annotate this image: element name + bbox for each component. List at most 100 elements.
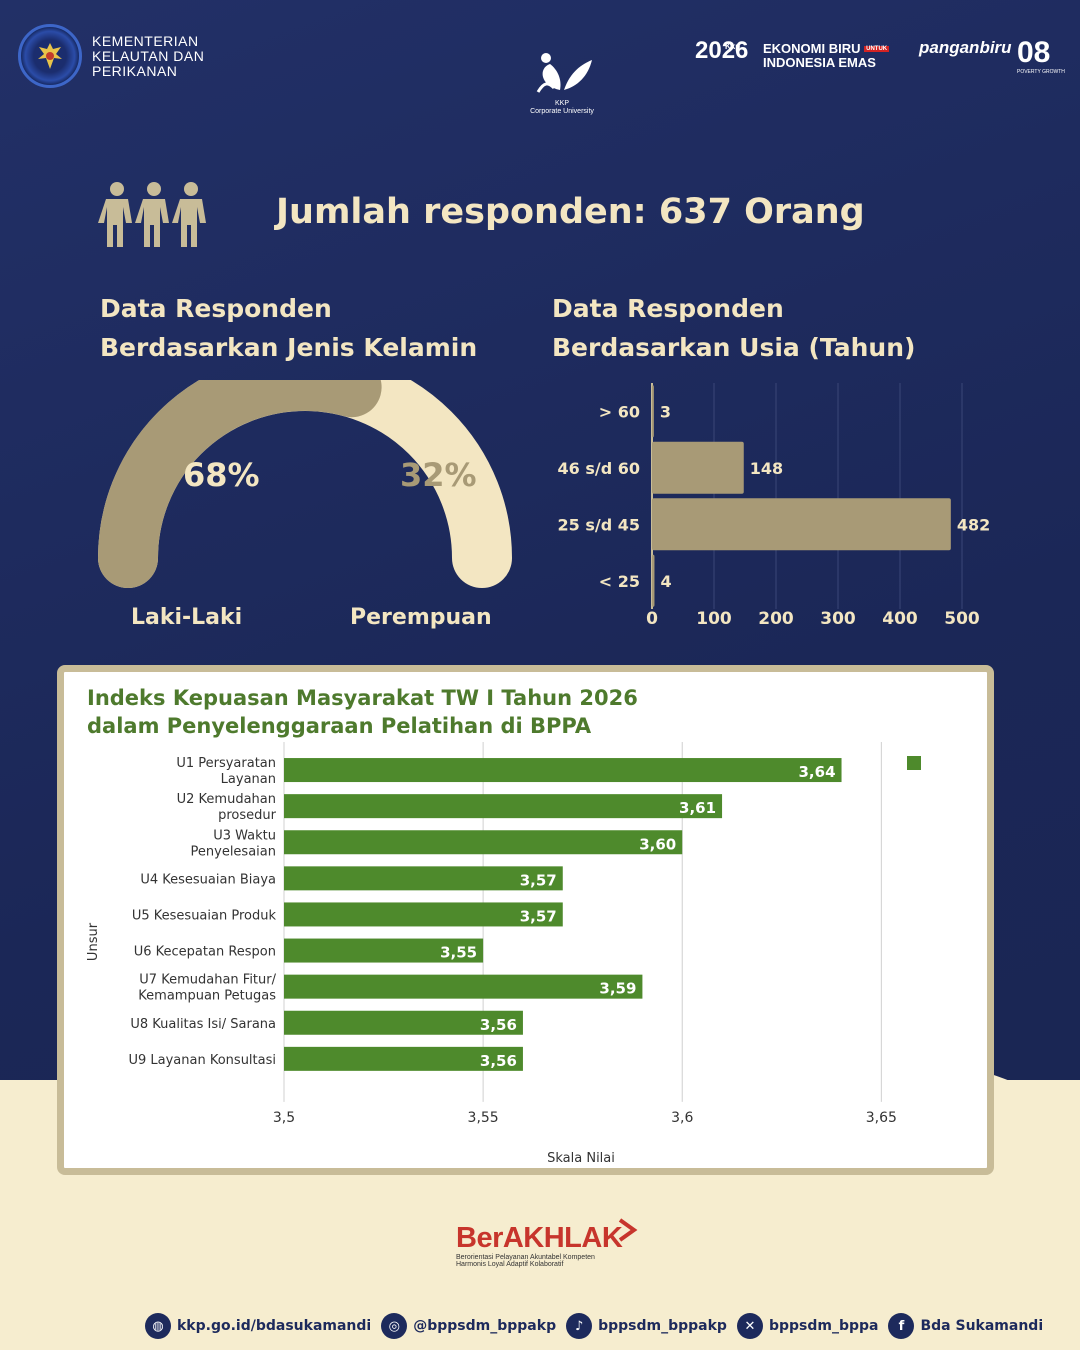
ikm-category-label: U3 Waktu (213, 828, 276, 843)
ikm-category-label: Kemampuan Petugas (138, 989, 276, 1004)
social-tiktok-text: bppsdm_bppakp (598, 1318, 727, 1334)
ikm-category-label: U4 Kesesuaian Biaya (140, 872, 276, 887)
partner-logos: Kkp 2026 EKONOMI BIRU UNTUK INDONESIA EM… (695, 38, 1075, 78)
age-tick-label: 500 (944, 609, 980, 629)
chevron-right-icon (618, 1218, 638, 1242)
berakhlak-logo[interactable]: BerAKHLAK Berorientasi Pelayanan Akuntab… (456, 1218, 656, 1269)
ikm-legend-swatch (907, 756, 921, 770)
leaf-logo-icon (536, 53, 592, 93)
age-title-line: Data Responden (552, 294, 784, 323)
male-percentage: 68% (183, 456, 260, 494)
social-instagram[interactable]: ◎ @bppsdm_bppakp (381, 1313, 556, 1339)
header: KEMENTERIAN KELAUTAN DAN PERIKANAN KKP C… (0, 0, 1080, 130)
eko-line1: EKONOMI BIRU (763, 41, 861, 56)
ikm-value-label: 3,61 (679, 799, 716, 817)
age-section-title: Data Responden Berdasarkan Usia (Tahun) (552, 289, 915, 367)
social-x[interactable]: ✕ bppsdm_bppa (736, 1313, 878, 1339)
ikm-bar (284, 794, 723, 819)
logo-08-sub: POVERTY GROWTH (1017, 69, 1065, 75)
ikm-category-label: U6 Kecepatan Respon (134, 945, 276, 960)
age-tick-label: 300 (820, 609, 856, 629)
age-title-line: Berdasarkan Usia (Tahun) (552, 333, 916, 362)
globe-icon: ◍ (145, 1313, 171, 1339)
berakhlak-tagline: Berorientasi Pelayanan Akuntabel Kompete… (456, 1254, 595, 1261)
gender-gauge-chart: 68% 32% (98, 380, 512, 588)
corpu-logo[interactable]: KKP Corporate University (522, 52, 602, 116)
age-tick-label: 400 (882, 609, 918, 629)
eko-untuk: UNTUK (864, 46, 890, 53)
social-links: ◍ kkp.go.id/bdasukamandi ◎ @bppsdm_bppak… (145, 1311, 1053, 1341)
ikm-value-label: 3,56 (480, 1016, 517, 1034)
berakhlak-word: BerAKHLAK (456, 1222, 623, 1254)
female-percentage: 32% (400, 456, 477, 494)
social-facebook[interactable]: f Bda Sukamandi (888, 1313, 1043, 1339)
berakhlak-tagline: Harmonis Loyal Adaptif Kolaboratif (456, 1261, 564, 1268)
respondent-count-title: Jumlah responden: 637 Orang (276, 192, 865, 232)
ikm-value-label: 3,60 (639, 835, 676, 853)
ikm-value-label: 3,56 (480, 1052, 517, 1070)
age-value-label: 3 (660, 402, 671, 421)
age-value-label: 482 (957, 515, 990, 534)
ikm-tick-label: 3,55 (468, 1110, 499, 1126)
social-facebook-text: Bda Sukamandi (920, 1318, 1044, 1334)
social-instagram-text: @bppsdm_bppakp (413, 1318, 557, 1334)
ikm-bar (284, 938, 484, 963)
age-bar-chart: 0 100 200 300 400 500 > 60 3 46 s/d 60 148 25 s/d … (558, 383, 990, 629)
eko-line2: INDONESIA EMAS (763, 55, 876, 71)
facebook-icon: f (888, 1313, 915, 1339)
ikm-value-label: 3,57 (520, 907, 557, 925)
ikm-category-label: Penyelesaian (191, 844, 276, 859)
gender-title-line: Berdasarkan Jenis Kelamin (100, 333, 478, 362)
corpu-label: Corporate University (530, 108, 594, 115)
age-bar (652, 385, 654, 438)
people-icon (98, 180, 213, 254)
age-tick-label: 100 (696, 609, 732, 629)
ikm-bar (284, 974, 643, 999)
kkp-2026-logo[interactable]: Kkp 2026 (695, 38, 748, 64)
age-bar (652, 554, 655, 607)
ikm-bar (284, 1046, 523, 1071)
ikm-bar (284, 902, 563, 927)
age-value-label: 148 (750, 459, 783, 478)
ikm-category-label: prosedur (218, 808, 277, 823)
ikm-tick-label: 3,5 (273, 1110, 295, 1126)
age-category-label: < 25 (599, 572, 640, 591)
x-icon: ✕ (736, 1313, 763, 1339)
ikm-category-label: U5 Kesesuaian Produk (132, 908, 277, 923)
social-website-text: kkp.go.id/bdasukamandi (177, 1318, 372, 1334)
panganbiru-logo[interactable]: panganbiru (919, 38, 1012, 57)
ikm-title-line: dalam Penyelenggaraan Pelatihan di BPPA (87, 714, 592, 738)
age-category-label: 46 s/d 60 (558, 459, 641, 478)
ikm-x-axis-label: Skala Nilai (547, 1151, 615, 1166)
instagram-icon: ◎ (381, 1313, 408, 1339)
kkp-logo-text: Kkp (725, 42, 741, 51)
age-value-label: 4 (660, 572, 671, 591)
ikm-title-line: Indeks Kepuasan Masyarakat TW I Tahun 20… (87, 686, 638, 710)
male-label: Laki-Laki (131, 605, 243, 630)
ministry-line: KEMENTERIAN (92, 32, 199, 49)
ikm-bar (284, 1010, 523, 1035)
ikm-category-label: U9 Layanan Konsultasi (128, 1053, 276, 1068)
ikm-category-label: U8 Kualitas Isi/ Sarana (130, 1017, 276, 1032)
ikm-value-label: 3,55 (440, 944, 477, 962)
social-website[interactable]: ◍ kkp.go.id/bdasukamandi (145, 1313, 371, 1339)
ikm-bar (284, 758, 842, 783)
social-tiktok[interactable]: ♪ bppsdm_bppakp (566, 1313, 727, 1339)
age-tick-label: 0 (646, 609, 658, 629)
ikm-value-label: 3,57 (520, 871, 557, 889)
age-category-label: > 60 (599, 402, 640, 421)
female-label: Perempuan (350, 605, 492, 630)
gender-title-line: Data Responden (100, 294, 332, 323)
ikm-tick-label: 3,6 (671, 1110, 693, 1126)
corpu-label: KKP (554, 100, 569, 107)
ikm-category-label: Layanan (221, 772, 276, 787)
ikm-bar (284, 866, 563, 891)
garuda-emblem-icon (18, 24, 82, 88)
logo-08[interactable]: 08 (1017, 36, 1051, 69)
year-logo-text: 2026 (695, 37, 749, 64)
ekonomi-biru-logo[interactable]: EKONOMI BIRU UNTUK INDONESIA EMAS (763, 41, 890, 71)
ministry-logo[interactable]: KEMENTERIAN KELAUTAN DAN PERIKANAN (18, 24, 204, 88)
ikm-y-axis-label: Unsur (86, 922, 101, 961)
age-bar (652, 441, 744, 494)
